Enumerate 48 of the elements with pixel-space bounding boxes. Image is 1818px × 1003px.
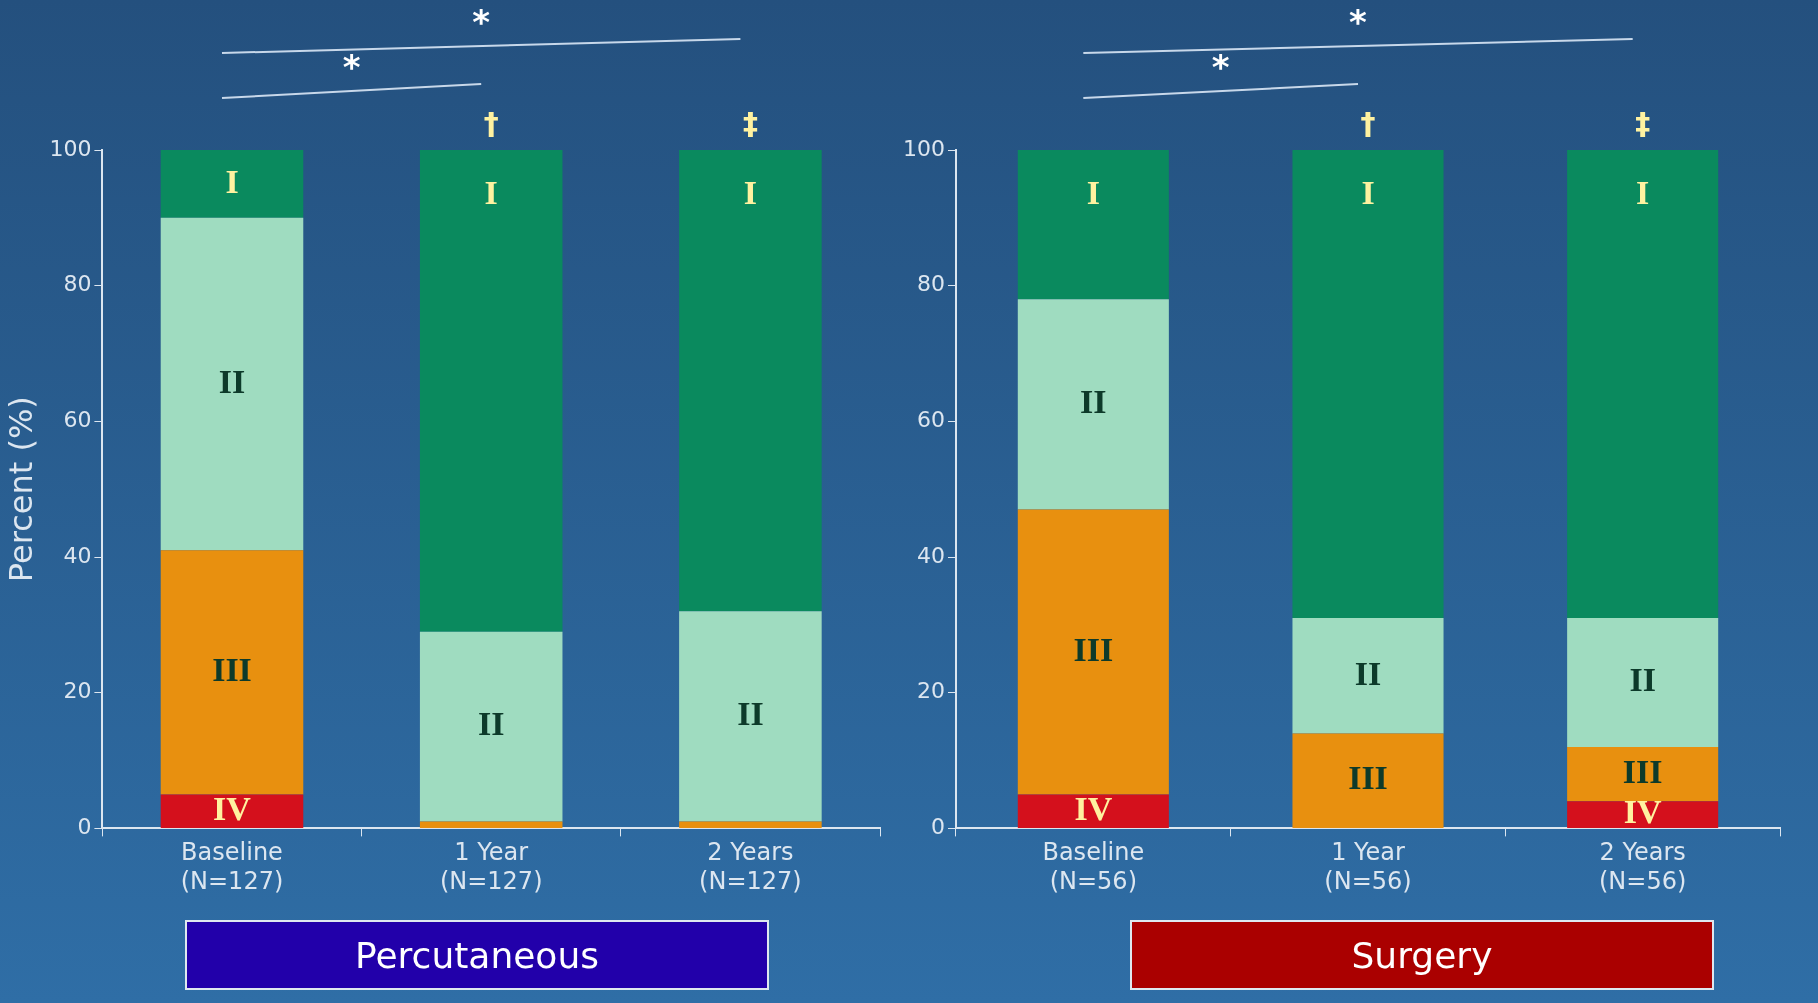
y-tick-label: 80 bbox=[916, 271, 945, 297]
series-label: I bbox=[1086, 173, 1100, 211]
text: I bbox=[743, 173, 758, 211]
x-tick-label: 1 Year (N=127) bbox=[439, 838, 543, 895]
series-label: II bbox=[477, 705, 505, 743]
y-tick-label: 20 bbox=[63, 678, 92, 704]
text: II bbox=[218, 362, 246, 400]
x-tick-label: 1 Year (N=56) bbox=[1324, 838, 1412, 895]
text: I bbox=[1361, 173, 1375, 211]
text: I bbox=[1636, 173, 1650, 211]
text: * bbox=[1349, 1, 1368, 42]
annotation: † bbox=[483, 105, 499, 141]
annotation: ‡ bbox=[742, 105, 758, 141]
x-tick-label: Baseline (N=127) bbox=[180, 838, 284, 895]
text: II bbox=[737, 695, 764, 733]
y-tick-label: 100 bbox=[49, 135, 92, 161]
y-axis-title: Percent (%) bbox=[1, 396, 40, 583]
text: II bbox=[1080, 383, 1107, 421]
x-tick-label: 2 Years (N=56) bbox=[1599, 838, 1687, 895]
y-tick-label: 0 bbox=[930, 814, 945, 840]
y-tick-label: 60 bbox=[63, 407, 92, 433]
y-tick-label: 40 bbox=[916, 542, 945, 568]
y-tick-label: 20 bbox=[916, 678, 945, 704]
text: * bbox=[472, 1, 491, 42]
series-label: III bbox=[212, 651, 252, 689]
y-tick-label: 40 bbox=[63, 542, 92, 568]
series-label: III bbox=[1622, 752, 1663, 790]
y-tick-label: 80 bbox=[63, 271, 92, 297]
text: Percutaneous bbox=[185, 920, 769, 990]
text: * bbox=[342, 46, 361, 87]
series-label: II bbox=[1354, 654, 1382, 692]
text: * bbox=[1211, 46, 1230, 87]
text: II bbox=[1629, 661, 1656, 699]
text: IV bbox=[1623, 793, 1662, 831]
y-tick-label: 0 bbox=[77, 814, 92, 840]
text: III bbox=[1073, 630, 1114, 668]
x-tick-label: 2 Years (N=127) bbox=[699, 838, 802, 895]
series-label: IV bbox=[1074, 789, 1113, 827]
y-tick-label: 100 bbox=[902, 135, 945, 161]
annotation: ‡ bbox=[1635, 105, 1651, 141]
text: Surgery bbox=[1130, 920, 1714, 990]
series-label: IV bbox=[213, 789, 252, 827]
text: I bbox=[484, 173, 498, 211]
y-tick-label: 60 bbox=[916, 407, 945, 433]
text: III bbox=[1348, 759, 1388, 797]
annotation: † bbox=[1360, 105, 1376, 141]
x-tick-label: Baseline (N=56) bbox=[1042, 838, 1145, 895]
series-label: I bbox=[225, 162, 239, 200]
